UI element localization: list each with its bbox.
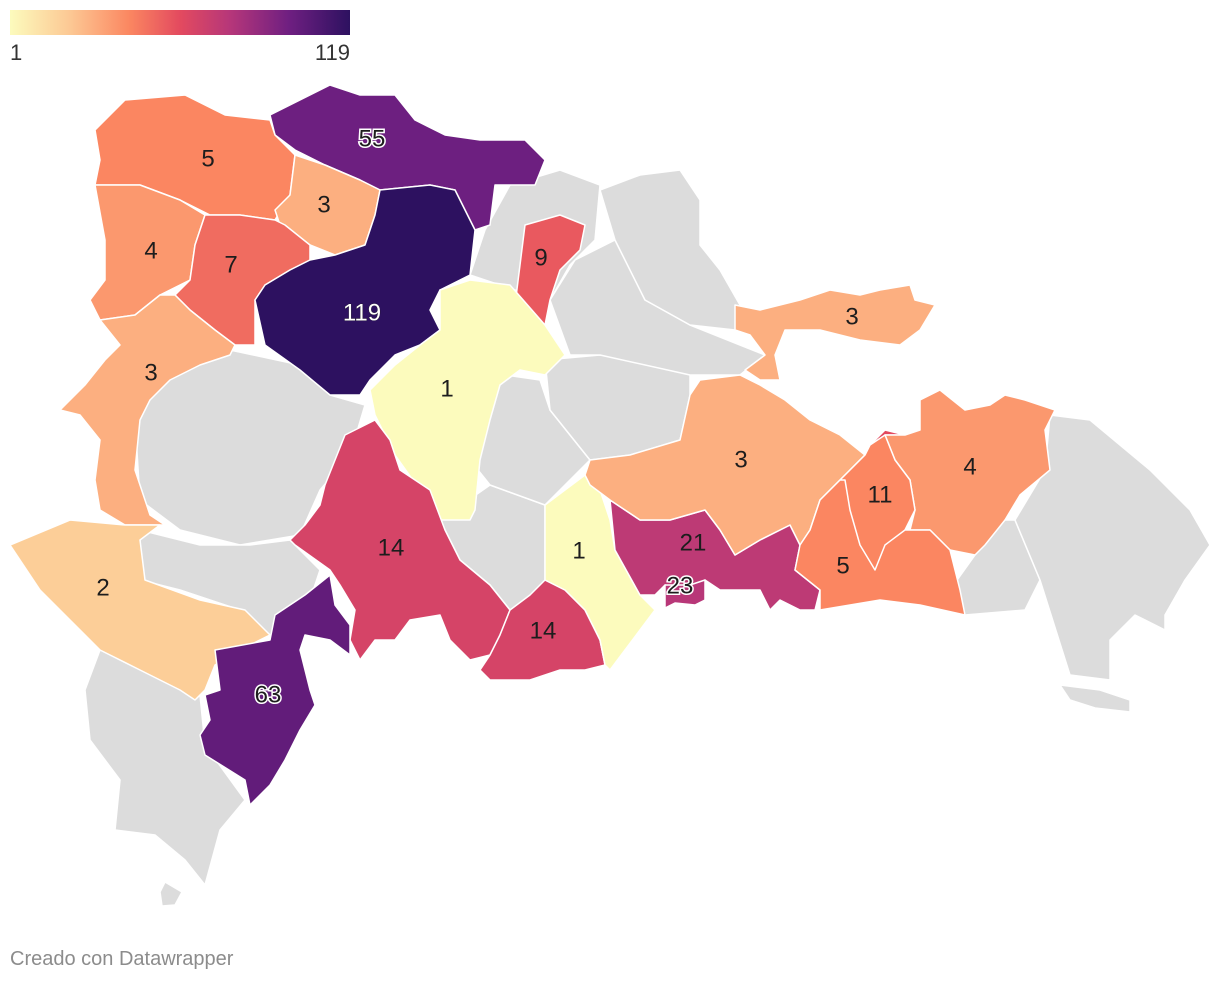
label-region-center: 119 bbox=[343, 299, 381, 326]
label-region-south-2: 63 bbox=[255, 681, 282, 708]
legend-max-label: 119 bbox=[314, 40, 350, 65]
color-legend: 1 119 bbox=[10, 10, 350, 65]
legend-gradient-bar bbox=[10, 10, 350, 35]
region-island-saona[interactable] bbox=[1059, 684, 1131, 713]
label-region-west-3: 3 bbox=[144, 359, 157, 386]
region-west-3[interactable] bbox=[59, 294, 236, 526]
credit-text: Creado con Datawrapper bbox=[10, 948, 234, 970]
region-south-2[interactable] bbox=[199, 574, 351, 806]
label-region-south-5: 21 bbox=[680, 529, 707, 556]
region-east-1-data[interactable] bbox=[734, 284, 936, 381]
region-samana-west[interactable] bbox=[599, 169, 741, 331]
region-east-2[interactable] bbox=[1014, 414, 1211, 681]
label-region-south-4: 1 bbox=[572, 537, 585, 564]
region-center-2[interactable] bbox=[369, 279, 566, 521]
label-region-north-coast: 55 bbox=[359, 125, 386, 152]
label-region-northeast-3: 9 bbox=[534, 244, 547, 271]
value-labels: 55 5 3 4 7 119 9 3 1 2 14 63 14 1 21 23 … bbox=[96, 124, 976, 710]
choropleth-map: 55 5 3 4 7 119 9 3 1 2 14 63 14 1 21 23 … bbox=[9, 84, 1211, 907]
label-region-southwest-1: 2 bbox=[96, 574, 109, 601]
label-region-west-2: 7 bbox=[224, 251, 237, 278]
region-center[interactable] bbox=[254, 184, 476, 396]
label-region-center-2: 1 bbox=[440, 375, 453, 402]
label-region-east-4: 4 bbox=[963, 453, 976, 480]
no-data-regions bbox=[84, 169, 1211, 907]
label-region-south-6: 23 bbox=[667, 572, 694, 599]
label-region-south-1: 14 bbox=[378, 534, 405, 561]
label-region-east-3: 11 bbox=[868, 481, 893, 508]
region-south-1[interactable] bbox=[289, 419, 511, 661]
data-regions bbox=[9, 84, 1056, 806]
region-east-5-data[interactable] bbox=[794, 434, 966, 616]
label-region-northwest-1: 5 bbox=[201, 145, 214, 172]
label-region-south-3: 14 bbox=[530, 617, 557, 644]
label-region-east-1: 3 bbox=[845, 303, 858, 330]
label-region-east-2: 3 bbox=[734, 446, 747, 473]
label-region-east-5: 5 bbox=[836, 552, 849, 579]
region-south-6[interactable] bbox=[664, 579, 706, 609]
label-region-west-1: 4 bbox=[144, 237, 157, 264]
legend-min-label: 1 bbox=[10, 40, 23, 65]
label-region-northwest-2: 3 bbox=[317, 191, 330, 218]
region-island-beata[interactable] bbox=[159, 881, 183, 907]
